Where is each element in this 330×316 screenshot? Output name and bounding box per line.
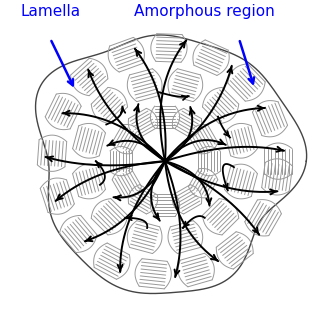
- Text: Lamella: Lamella: [20, 4, 81, 19]
- Text: Amorphous region: Amorphous region: [134, 4, 274, 19]
